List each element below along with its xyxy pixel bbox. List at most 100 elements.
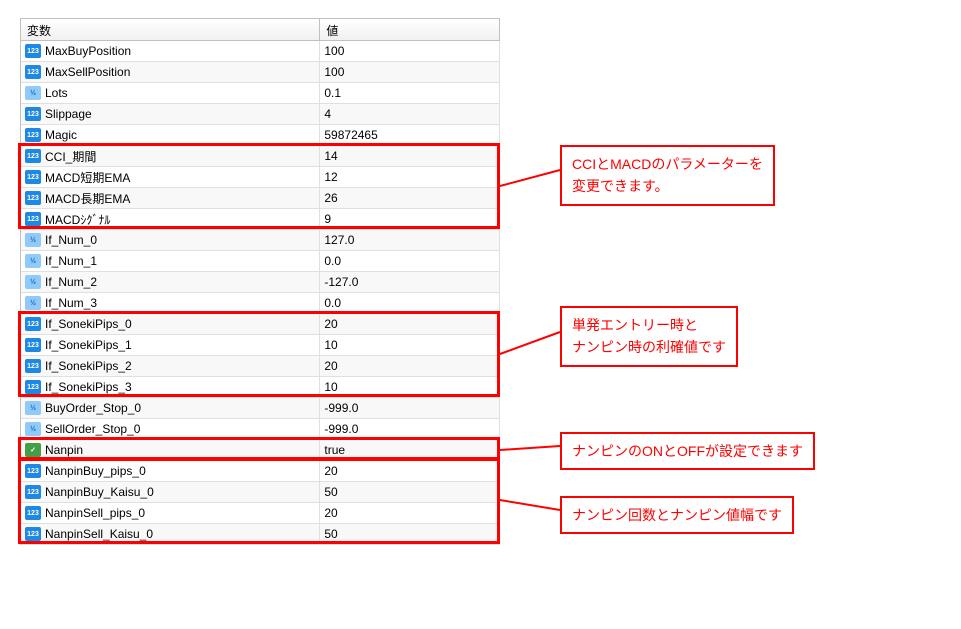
param-name-cell[interactable]: 123MACDｼｸﾞﾅﾙ <box>21 209 320 230</box>
param-value-cell[interactable]: -999.0 <box>320 419 500 440</box>
param-name: If_SonekiPips_2 <box>45 359 132 373</box>
param-value-cell[interactable]: 0.1 <box>320 83 500 104</box>
param-value-cell[interactable]: 20 <box>320 461 500 482</box>
param-name-cell[interactable]: ½ If_Num_2 <box>21 272 320 293</box>
table-row[interactable]: 123 If_SonekiPips_1 10 <box>21 335 500 356</box>
param-name-cell[interactable]: 123NanpinBuy_Kaisu_0 <box>21 482 320 503</box>
param-name-cell[interactable]: 123NanpinSell_Kaisu_0 <box>21 524 320 545</box>
param-name-cell[interactable]: ✓Nanpin <box>21 440 320 461</box>
param-value-cell[interactable]: true <box>320 440 500 461</box>
param-value-cell[interactable]: 12 <box>320 167 500 188</box>
table-row[interactable]: ½BuyOrder_Stop_0-999.0 <box>21 398 500 419</box>
table-row[interactable]: 123MACDｼｸﾞﾅﾙ9 <box>21 209 500 230</box>
table-row[interactable]: 123If_SonekiPips_020 <box>21 314 500 335</box>
param-name-cell[interactable]: ½BuyOrder_Stop_0 <box>21 398 320 419</box>
header-value[interactable]: 値 <box>320 19 500 41</box>
param-name-cell[interactable]: ½Lots <box>21 83 320 104</box>
param-value-cell[interactable]: 59872465 <box>320 125 500 146</box>
param-name-cell[interactable]: 123MaxBuyPosition <box>21 41 320 62</box>
table-row[interactable]: 123NanpinSell_pips_020 <box>21 503 500 524</box>
param-value-cell[interactable]: -127.0 <box>320 272 500 293</box>
param-value-cell[interactable]: 14 <box>320 146 500 167</box>
param-name-cell[interactable]: 123 If_SonekiPips_1 <box>21 335 320 356</box>
param-value-cell[interactable]: 100 <box>320 62 500 83</box>
param-name-cell[interactable]: 123Magic <box>21 125 320 146</box>
table-row[interactable]: 123NanpinSell_Kaisu_050 <box>21 524 500 545</box>
connector-line <box>498 498 562 512</box>
table-row[interactable]: ½ If_Num_0 127.0 <box>21 230 500 251</box>
param-name-cell[interactable]: 123 MaxSellPosition <box>21 62 320 83</box>
table-row[interactable]: 123CCI_期間14 <box>21 146 500 167</box>
int-type-icon: 123 <box>25 359 41 373</box>
param-name-cell[interactable]: 123MACD長期EMA <box>21 188 320 209</box>
param-name-cell[interactable]: 123NanpinSell_pips_0 <box>21 503 320 524</box>
table-row[interactable]: 123MaxBuyPosition100 <box>21 41 500 62</box>
param-name: If_Num_2 <box>45 275 97 289</box>
param-name: MACD短期EMA <box>45 169 130 186</box>
int-type-icon: 123 <box>25 65 41 79</box>
param-name: If_Num_1 <box>45 254 97 268</box>
param-name-cell[interactable]: 123 If_SonekiPips_2 <box>21 356 320 377</box>
param-value-cell[interactable]: 9 <box>320 209 500 230</box>
param-name-cell[interactable]: ½If_Num_3 <box>21 293 320 314</box>
callout-text: ナンピン回数とナンピン値幅です <box>572 504 782 526</box>
param-name-cell[interactable]: 123If_SonekiPips_3 <box>21 377 320 398</box>
dbl-type-icon: ½ <box>25 254 41 268</box>
table-row[interactable]: ½ If_Num_1 0.0 <box>21 251 500 272</box>
table-row[interactable]: ½ If_Num_2 -127.0 <box>21 272 500 293</box>
dbl-type-icon: ½ <box>25 401 41 415</box>
param-value-cell[interactable]: 127.0 <box>320 230 500 251</box>
param-value-cell[interactable]: 10 <box>320 335 500 356</box>
param-name-cell[interactable]: 123CCI_期間 <box>21 146 320 167</box>
int-type-icon: 123 <box>25 338 41 352</box>
int-type-icon: 123 <box>25 380 41 394</box>
param-value-cell[interactable]: 50 <box>320 524 500 545</box>
param-name-cell[interactable]: ½SellOrder_Stop_0 <box>21 419 320 440</box>
param-value-cell[interactable]: 4 <box>320 104 500 125</box>
param-value-cell[interactable]: 26 <box>320 188 500 209</box>
table-header: 変数 値 <box>21 19 500 41</box>
table-row[interactable]: 123MACD長期EMA26 <box>21 188 500 209</box>
param-value-cell[interactable]: 100 <box>320 41 500 62</box>
table-row[interactable]: 123If_SonekiPips_310 <box>21 377 500 398</box>
int-type-icon: 123 <box>25 317 41 331</box>
param-name: If_SonekiPips_1 <box>45 338 132 352</box>
param-value-cell[interactable]: 20 <box>320 503 500 524</box>
param-name: MACD長期EMA <box>45 190 130 207</box>
table-row[interactable]: ½SellOrder_Stop_0-999.0 <box>21 419 500 440</box>
param-name-cell[interactable]: 123Slippage <box>21 104 320 125</box>
table-row[interactable]: ✓Nanpintrue <box>21 440 500 461</box>
param-name-cell[interactable]: 123MACD短期EMA <box>21 167 320 188</box>
param-value-cell[interactable]: 0.0 <box>320 251 500 272</box>
param-value-cell[interactable]: 20 <box>320 356 500 377</box>
int-type-icon: 123 <box>25 107 41 121</box>
param-name: MaxSellPosition <box>45 65 130 79</box>
int-type-icon: 123 <box>25 485 41 499</box>
param-name-cell[interactable]: ½ If_Num_0 <box>21 230 320 251</box>
table-row[interactable]: 123Magic59872465 <box>21 125 500 146</box>
dbl-type-icon: ½ <box>25 275 41 289</box>
param-name: Nanpin <box>45 443 83 457</box>
param-value-cell[interactable]: 10 <box>320 377 500 398</box>
table-row[interactable]: 123Slippage4 <box>21 104 500 125</box>
connector-line <box>498 330 562 356</box>
param-name-cell[interactable]: 123NanpinBuy_pips_0 <box>21 461 320 482</box>
dbl-type-icon: ½ <box>25 233 41 247</box>
table-row[interactable]: 123MACD短期EMA12 <box>21 167 500 188</box>
header-variable[interactable]: 変数 <box>21 19 320 41</box>
table-row[interactable]: 123NanpinBuy_Kaisu_050 <box>21 482 500 503</box>
table-row[interactable]: 123 MaxSellPosition 100 <box>21 62 500 83</box>
param-value-cell[interactable]: -999.0 <box>320 398 500 419</box>
param-name-cell[interactable]: ½ If_Num_1 <box>21 251 320 272</box>
table-row[interactable]: 123 If_SonekiPips_2 20 <box>21 356 500 377</box>
param-value-cell[interactable]: 0.0 <box>320 293 500 314</box>
param-name: If_Num_0 <box>45 233 97 247</box>
param-value-cell[interactable]: 20 <box>320 314 500 335</box>
table-row[interactable]: 123NanpinBuy_pips_020 <box>21 461 500 482</box>
connector-line <box>498 444 562 452</box>
param-value-cell[interactable]: 50 <box>320 482 500 503</box>
param-name-cell[interactable]: 123If_SonekiPips_0 <box>21 314 320 335</box>
int-type-icon: 123 <box>25 149 41 163</box>
table-row[interactable]: ½If_Num_30.0 <box>21 293 500 314</box>
table-row[interactable]: ½Lots0.1 <box>21 83 500 104</box>
